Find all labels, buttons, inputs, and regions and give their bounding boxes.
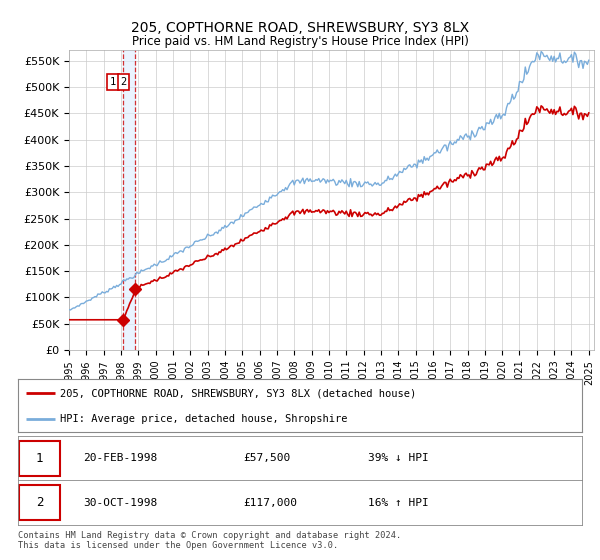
Text: Contains HM Land Registry data © Crown copyright and database right 2024.
This d: Contains HM Land Registry data © Crown c… <box>18 531 401 550</box>
Text: 2: 2 <box>121 77 127 87</box>
Text: £117,000: £117,000 <box>244 498 298 508</box>
Text: 205, COPTHORNE ROAD, SHREWSBURY, SY3 8LX: 205, COPTHORNE ROAD, SHREWSBURY, SY3 8LX <box>131 21 469 35</box>
Text: 20-FEB-1998: 20-FEB-1998 <box>83 453 157 463</box>
Text: Price paid vs. HM Land Registry's House Price Index (HPI): Price paid vs. HM Land Registry's House … <box>131 35 469 48</box>
Text: 205, COPTHORNE ROAD, SHREWSBURY, SY3 8LX (detached house): 205, COPTHORNE ROAD, SHREWSBURY, SY3 8LX… <box>60 389 416 399</box>
Text: 16% ↑ HPI: 16% ↑ HPI <box>368 498 428 508</box>
FancyBboxPatch shape <box>19 486 60 520</box>
Text: 1: 1 <box>35 451 43 465</box>
Text: 39% ↓ HPI: 39% ↓ HPI <box>368 453 428 463</box>
Text: 30-OCT-1998: 30-OCT-1998 <box>83 498 157 508</box>
Text: 2: 2 <box>35 496 43 510</box>
FancyBboxPatch shape <box>19 441 60 475</box>
Text: 1: 1 <box>110 77 116 87</box>
Bar <box>123 50 136 350</box>
Text: £57,500: £57,500 <box>244 453 291 463</box>
Text: HPI: Average price, detached house, Shropshire: HPI: Average price, detached house, Shro… <box>60 414 348 424</box>
